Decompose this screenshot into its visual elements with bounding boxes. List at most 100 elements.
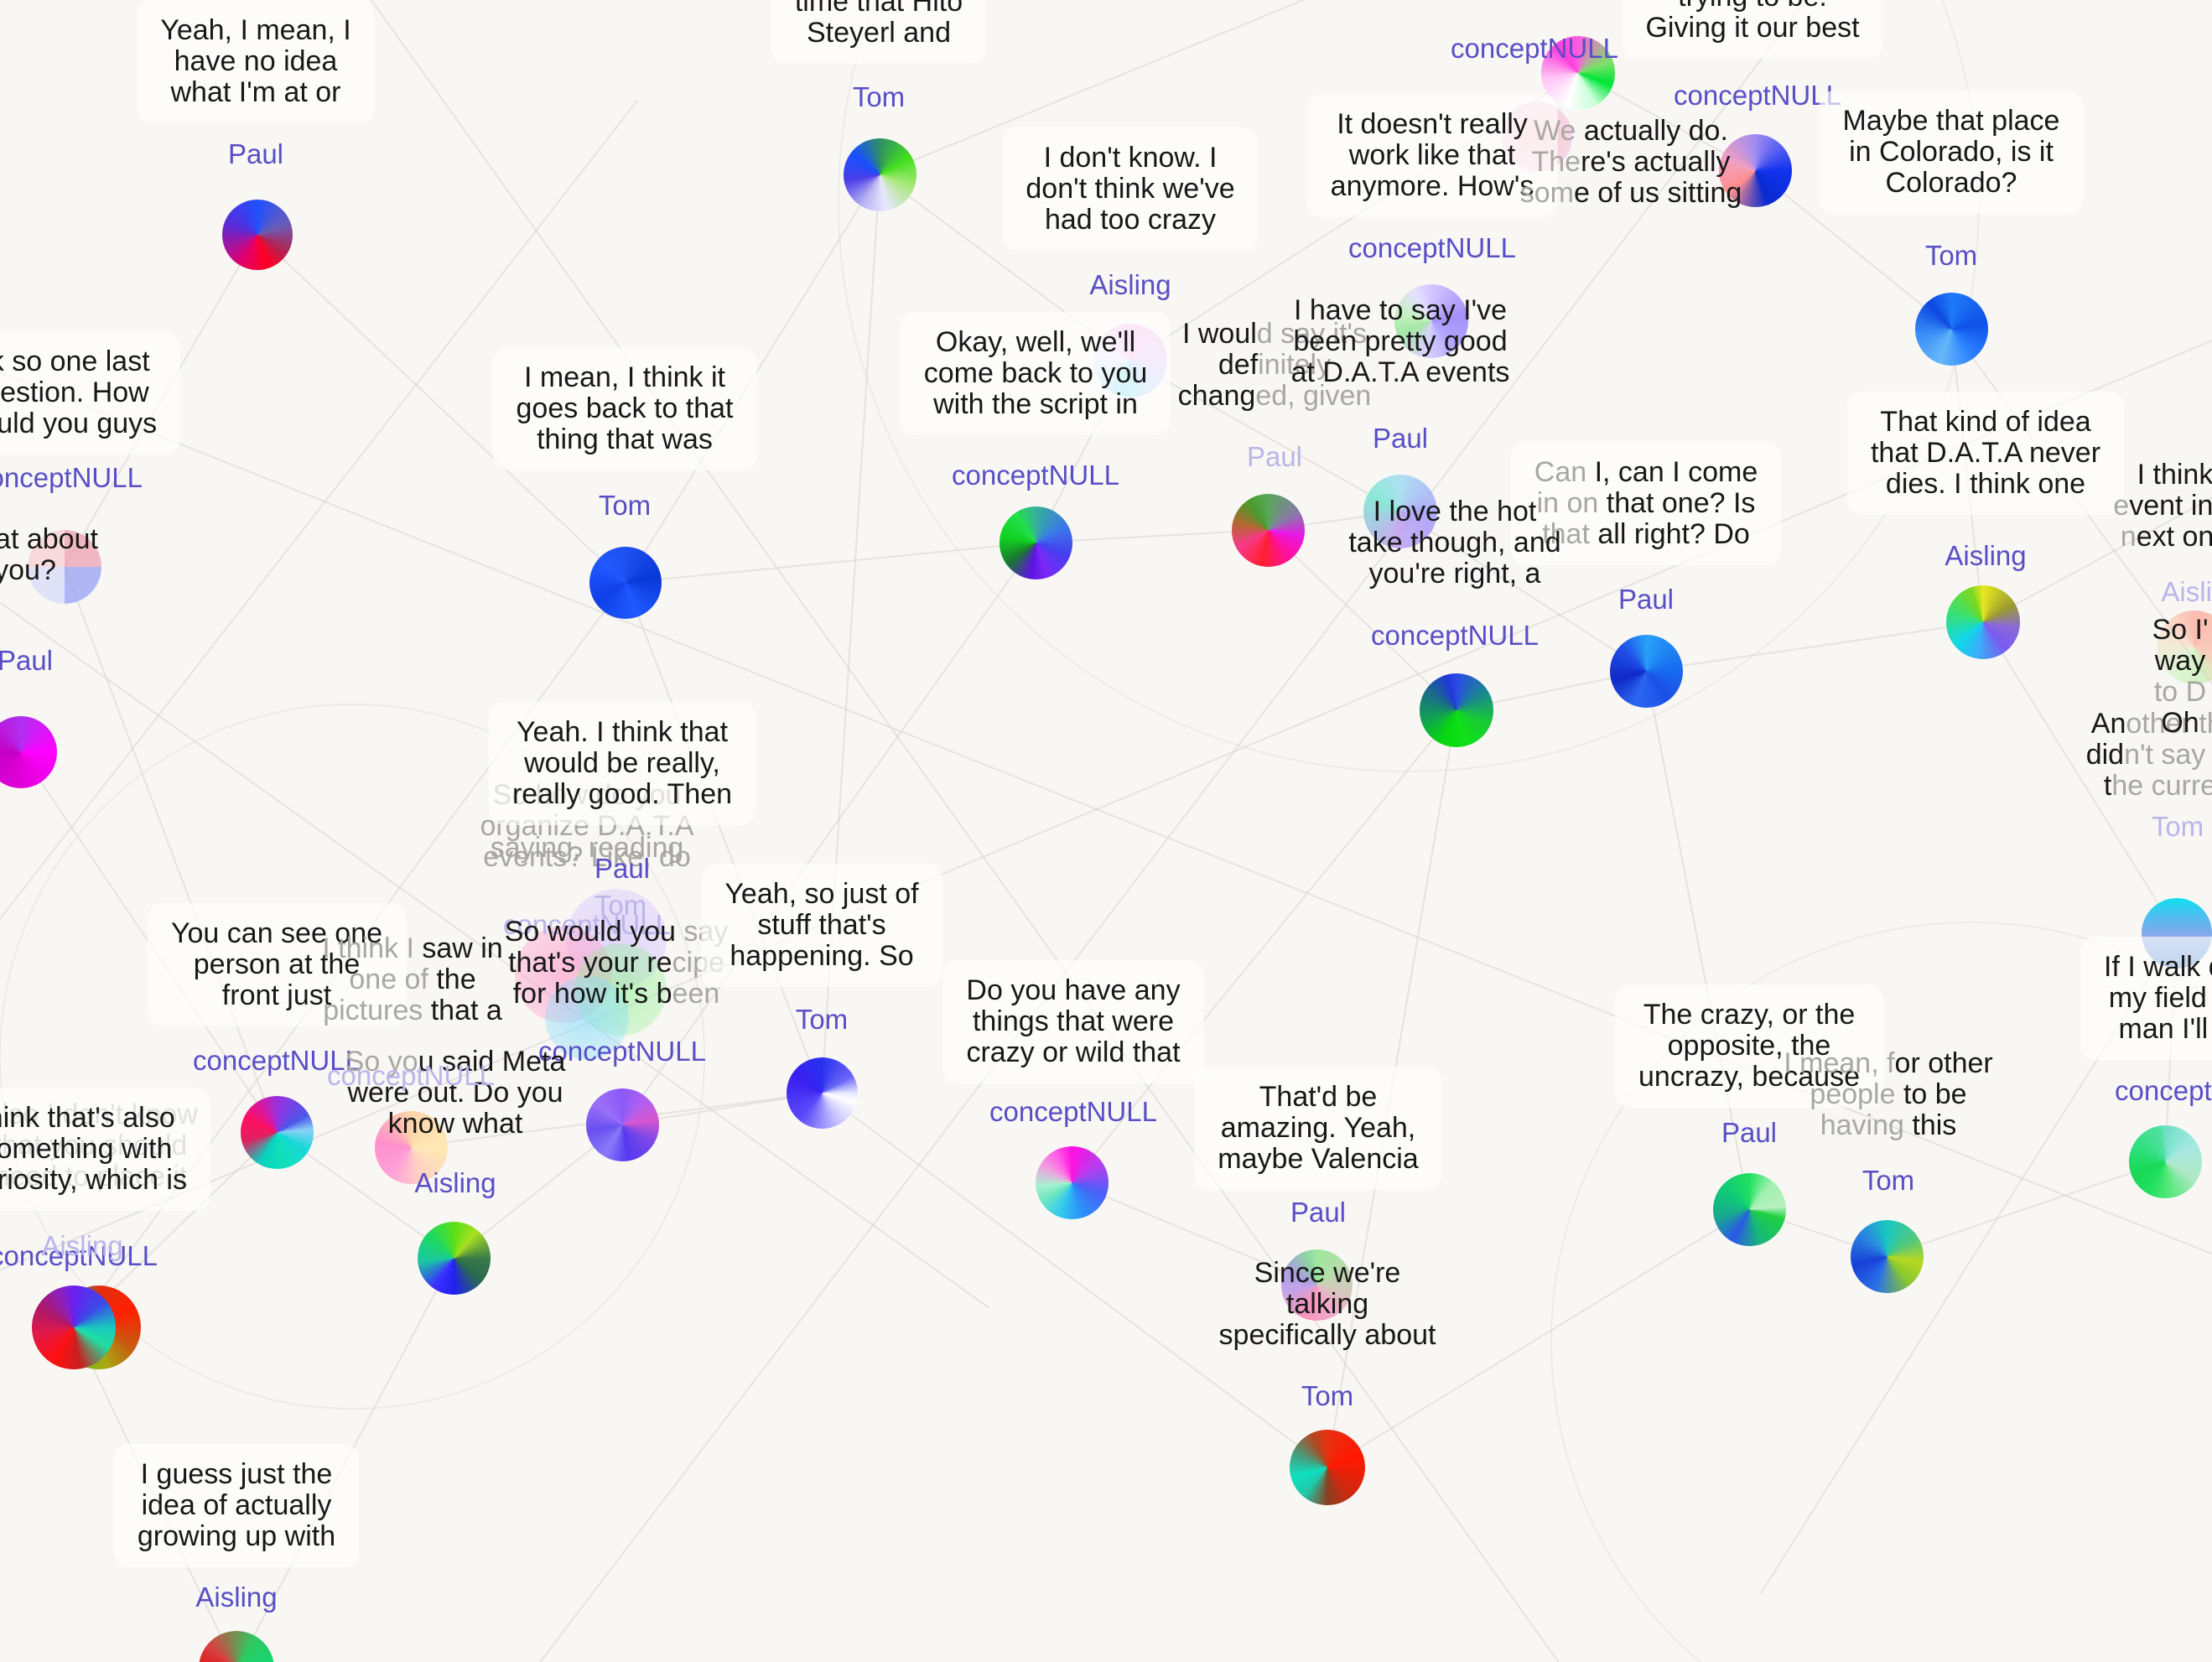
concept-node[interactable] <box>1290 1430 1365 1505</box>
speaker-label[interactable]: conceptNULL <box>1674 80 1841 111</box>
concept-node[interactable] <box>1914 292 1988 366</box>
speaker-label[interactable]: conceptNULL <box>193 1045 361 1076</box>
speaker-label[interactable]: Paul <box>1246 441 1303 472</box>
concept-node[interactable] <box>585 1088 659 1161</box>
speaker-label[interactable]: Paul <box>1372 423 1429 454</box>
concept-node[interactable] <box>32 1285 116 1369</box>
concept-node[interactable] <box>1394 284 1468 358</box>
concept-node[interactable] <box>222 200 293 270</box>
utterance-label[interactable]: I love the hot take though, and you're rig… <box>1348 496 1560 589</box>
utterance-label[interactable]: I would say it's definitely changed, given <box>1178 319 1372 412</box>
speaker-label[interactable]: conceptNULL <box>538 1036 706 1067</box>
speaker-label[interactable]: Tom <box>2151 811 2204 842</box>
speaker-label[interactable]: Tom <box>1862 1165 1915 1196</box>
utterance-label[interactable]: trying to be.Giving it our best <box>1622 0 1883 59</box>
utterance-label[interactable]: We actually do. There's actually some of u… <box>1520 116 1742 209</box>
utterance-label[interactable]: I guess just the idea of actually growing … <box>113 1444 360 1567</box>
utterance-label[interactable]: If I walk downmy field in Clman I'll hav <box>2080 937 2212 1060</box>
speaker-label[interactable]: Paul <box>0 645 54 676</box>
utterance-label[interactable]: Okay, well, we'll come back to you with th… <box>900 312 1171 435</box>
speaker-label[interactable]: Paul <box>1290 1197 1347 1228</box>
utterance-label[interactable]: I think I saw in one of the pictures that … <box>322 933 502 1026</box>
concept-node[interactable] <box>1712 1172 1786 1246</box>
concept-node[interactable] <box>1946 585 2020 659</box>
speaker-label[interactable]: conceptNULL <box>0 462 143 493</box>
utterance-label[interactable]: So I' way to D Oh <box>2152 615 2209 739</box>
concept-node[interactable] <box>2157 610 2212 684</box>
speaker-label[interactable]: Aisling <box>414 1167 496 1198</box>
speaker-label[interactable]: conceptNULL <box>503 909 671 940</box>
concept-node[interactable] <box>2128 1124 2202 1198</box>
speaker-label[interactable]: Paul <box>1617 584 1675 615</box>
speaker-label[interactable]: Paul <box>1721 1117 1778 1148</box>
utterance-label[interactable]: Another thididn't say isthe curre <box>2086 709 2212 802</box>
speaker-label[interactable]: conceptNULL <box>1371 620 1539 651</box>
utterance-label[interactable]: Do you have any things that were crazy or … <box>942 960 1204 1083</box>
speaker-label[interactable]: conceptNULL <box>1348 232 1516 263</box>
concept-node[interactable] <box>1718 133 1792 207</box>
utterance-label[interactable]: time that Hito Steyerl and <box>771 0 987 64</box>
speaker-label[interactable]: Paul <box>227 138 284 169</box>
utterance-label[interactable]: Ok so one lastquestion. Howwould you guy… <box>0 331 181 454</box>
speaker-label[interactable]: Aisling <box>41 1230 123 1261</box>
concept-node[interactable] <box>417 1221 491 1295</box>
utterance-label[interactable]: Can I, can I come in on that one? Is that … <box>1510 442 1782 565</box>
utterance-label[interactable]: I mean, for other people to be having this <box>1784 1048 1992 1141</box>
utterance-label[interactable]: Yeah. I think that would be really, really… <box>488 702 756 825</box>
utterance-label[interactable]: I have to say I've been pretty good at D.A… <box>1291 295 1510 388</box>
speaker-label[interactable]: Aisling <box>1945 540 2027 571</box>
utterance-label[interactable]: It doesn't really work like that anymore. … <box>1306 94 1558 217</box>
concept-node[interactable] <box>1280 1249 1353 1321</box>
speaker-label[interactable]: Tom <box>598 490 652 521</box>
utterance-label[interactable]: Yeah, so just of stuff that's happening. S… <box>701 864 942 987</box>
utterance-label[interactable]: The crazy, or the opposite, the uncrazy, b… <box>1615 984 1883 1108</box>
concept-node[interactable] <box>28 530 101 604</box>
utterance-label[interactable]: So you said Meta were out. Do you know wha… <box>345 1047 566 1140</box>
speaker-label[interactable]: Tom <box>795 1004 849 1035</box>
speaker-label[interactable]: Tom <box>852 81 906 112</box>
concept-node[interactable] <box>786 1057 858 1129</box>
faded-text-segment: having <box>1820 1109 1904 1141</box>
speaker-label[interactable]: Aisling <box>2161 576 2212 607</box>
concept-node[interactable] <box>1541 36 1615 110</box>
concept-node[interactable] <box>240 1095 314 1169</box>
concept-node[interactable] <box>374 1110 448 1184</box>
concept-node[interactable] <box>545 976 629 1060</box>
speaker-label[interactable]: conceptNULL <box>327 1060 495 1091</box>
utterance-label[interactable]: saying, reading <box>491 833 684 864</box>
speaker-label[interactable]: Tom <box>1301 1380 1354 1411</box>
speaker-label[interactable]: Tom <box>1924 240 1978 271</box>
concept-node[interactable] <box>1363 475 1437 548</box>
concept-node[interactable] <box>1231 493 1305 567</box>
speaker-label[interactable]: conceptNULL <box>1451 33 1618 64</box>
speaker-label[interactable]: Aisling <box>1089 269 1171 300</box>
concept-node[interactable] <box>1420 673 1493 747</box>
utterance-label[interactable]: Maybe that place in Colorado, is it Colora… <box>1819 91 2084 214</box>
utterance-line: my field in Cl <box>2108 982 2212 1014</box>
concept-node[interactable] <box>589 547 662 619</box>
concept-node[interactable] <box>0 716 57 788</box>
speaker-label[interactable]: Paul <box>594 853 651 884</box>
speaker-label[interactable]: conceptNULL <box>989 1096 1157 1127</box>
speaker-label[interactable]: Aisling <box>195 1581 278 1613</box>
utterance-label[interactable]: I mean, I think it goes back to that thing… <box>492 347 757 470</box>
concept-node[interactable] <box>1609 634 1683 708</box>
utterance-label[interactable]: That'd be amazing. Yeah, maybe Valencia <box>1194 1067 1442 1190</box>
utterance-label[interactable]: You can see one person at the front just <box>147 903 407 1026</box>
speaker-label[interactable]: conceptNULL <box>952 460 1119 491</box>
speaker-label[interactable]: conceptNULL <box>2115 1075 2212 1106</box>
concept-node[interactable] <box>1850 1219 1924 1293</box>
concept-node[interactable] <box>843 138 916 211</box>
concept-node[interactable] <box>999 506 1072 579</box>
concept-node[interactable] <box>1035 1145 1109 1219</box>
speaker-label[interactable]: Tom <box>594 890 647 921</box>
utterance-label[interactable]: Since we're talking specifically about <box>1219 1258 1436 1351</box>
utterance-label[interactable]: That kind of idea that D.A.T.A never dies.… <box>1846 392 2125 515</box>
speaker-label[interactable]: conceptNULL <box>0 1240 158 1271</box>
